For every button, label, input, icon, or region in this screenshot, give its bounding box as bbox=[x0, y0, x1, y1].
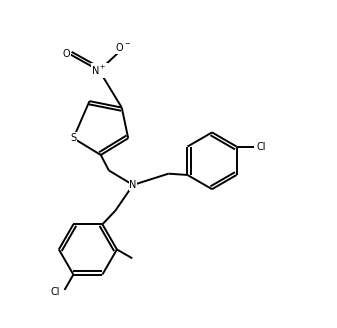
Text: O$^-$: O$^-$ bbox=[115, 41, 131, 53]
Text: Cl: Cl bbox=[257, 142, 266, 152]
Text: N$^+$: N$^+$ bbox=[91, 64, 107, 77]
Text: N: N bbox=[129, 180, 137, 190]
Text: O: O bbox=[62, 50, 70, 59]
Text: Cl: Cl bbox=[51, 287, 60, 297]
Text: S: S bbox=[70, 133, 76, 143]
